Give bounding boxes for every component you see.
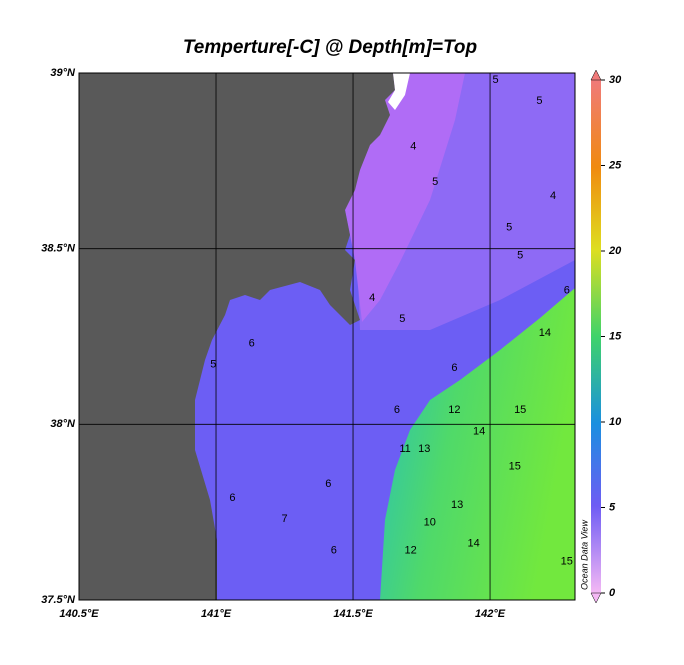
contour-label: 6 (451, 362, 457, 374)
colorbar-arrow (590, 592, 602, 604)
contour-label: 6 (394, 404, 400, 416)
contour-label: 5 (399, 313, 405, 325)
contour-label: 12 (448, 404, 460, 416)
contour-label: 15 (509, 460, 521, 472)
lon-tick-label: 142°E (475, 608, 506, 620)
contour-label: 5 (210, 359, 216, 371)
contour-label: 5 (517, 250, 523, 262)
contour-label: 6 (564, 285, 570, 297)
no-data (388, 73, 410, 110)
contour-label: 14 (473, 425, 485, 437)
contour-label: 5 (492, 74, 498, 86)
colorbar-tick-label: 30 (609, 74, 622, 86)
contour-label: 11 (399, 443, 410, 455)
contour-label: 5 (432, 176, 438, 188)
contour-label: 4 (410, 141, 416, 153)
colorbar-tick-label: 10 (609, 416, 622, 428)
contour-label: 6 (249, 337, 255, 349)
colorbar-tick-label: 20 (608, 245, 622, 257)
lat-tick-label: 38.5°N (41, 243, 76, 255)
land (79, 73, 395, 600)
contour-label: 13 (418, 443, 430, 455)
colorbar-arrow (590, 69, 602, 81)
lon-tick-label: 140.5°E (59, 608, 99, 620)
contour-label: 15 (514, 404, 526, 416)
contour-label: 4 (550, 190, 556, 202)
lat-tick-label: 39°N (50, 67, 76, 79)
map-frame (78, 72, 576, 601)
colorbar (591, 80, 601, 593)
contour-label: 6 (229, 492, 235, 504)
map-field (79, 73, 575, 600)
contour-label: 14 (467, 538, 479, 550)
contour-label: 14 (539, 327, 551, 339)
contour-label: 4 (369, 292, 375, 304)
map-title: Temperture[-C] @ Depth[m]=Top (183, 37, 477, 58)
lat-tick-label: 37.5°N (41, 594, 76, 606)
lon-tick-label: 141.5°E (333, 608, 373, 620)
colorbar-tick-label: 25 (608, 159, 622, 171)
lat-tick-label: 38°N (50, 418, 76, 430)
ocean-warm (380, 288, 575, 600)
watermark: Ocean Data View (579, 520, 589, 590)
contour-label: 10 (424, 517, 436, 529)
contour-label: 6 (325, 478, 331, 490)
contour-label: 5 (536, 95, 542, 107)
contour-label: 5 (506, 221, 512, 233)
contour-label: 15 (561, 555, 573, 567)
contour-label: 13 (451, 499, 463, 511)
colorbar-tick-label: 0 (609, 587, 616, 599)
contour-label: 12 (404, 545, 416, 557)
colorbar-tick-label: 5 (609, 501, 616, 513)
lon-tick-label: 141°E (201, 608, 232, 620)
contour-label: 6 (331, 545, 337, 557)
contour-label: 7 (281, 513, 287, 525)
colorbar-tick-label: 15 (609, 330, 622, 342)
